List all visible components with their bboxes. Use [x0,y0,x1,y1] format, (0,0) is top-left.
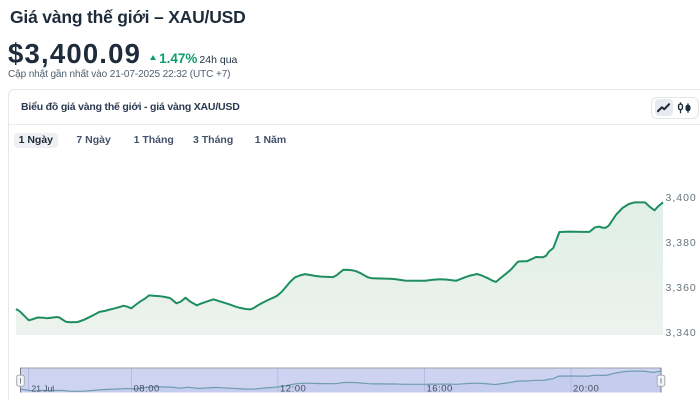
svg-text:3,360: 3,360 [666,282,697,294]
svg-text:12:00: 12:00 [280,384,306,395]
svg-text:16:00: 16:00 [427,384,453,395]
svg-text:08:00: 08:00 [134,384,160,395]
svg-text:21 Jul: 21 Jul [32,384,55,394]
svg-text:3,340: 3,340 [666,327,697,339]
svg-text:3,380: 3,380 [666,237,697,249]
svg-text:20:00: 20:00 [573,384,599,395]
svg-text:3,400: 3,400 [666,192,697,204]
